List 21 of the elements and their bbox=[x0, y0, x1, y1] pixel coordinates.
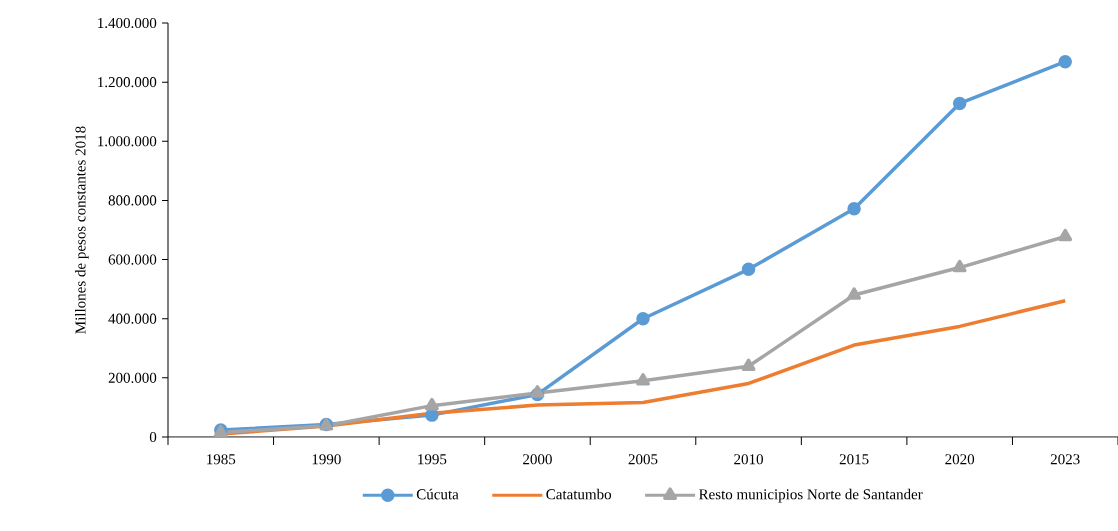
x-tick-label: 1995 bbox=[418, 454, 447, 465]
legend-label: Cúcuta bbox=[416, 488, 459, 500]
y-tick-label: 1.400.000 bbox=[98, 17, 157, 29]
x-tick-label: 1985 bbox=[207, 454, 236, 465]
y-tick-label: 400.000 bbox=[108, 313, 157, 324]
x-tick-label: 2005 bbox=[628, 454, 658, 465]
y-tick-label: 600.000 bbox=[108, 254, 157, 265]
y-axis-title: Millones de pesos constantes 2018 bbox=[75, 126, 89, 334]
x-tick-label: 2015 bbox=[839, 454, 869, 465]
x-tick-label: 2010 bbox=[734, 454, 763, 465]
x-tick-label: 2023 bbox=[1050, 454, 1080, 465]
y-tick-label: 1.200.000 bbox=[98, 77, 157, 88]
y-tick-label: 200.000 bbox=[108, 372, 157, 383]
legend-label: Resto municipios Norte de Santander bbox=[699, 488, 923, 503]
x-tick-label: 2000 bbox=[523, 454, 552, 465]
x-tick-label: 2020 bbox=[945, 454, 975, 465]
x-tick-label: 1990 bbox=[312, 454, 341, 465]
legend-label: Catatumbo bbox=[546, 488, 612, 500]
y-tick-label: 800.000 bbox=[108, 195, 157, 206]
y-tick-label: 1.000.000 bbox=[98, 136, 157, 147]
y-tick-label: 0 bbox=[149, 431, 157, 443]
